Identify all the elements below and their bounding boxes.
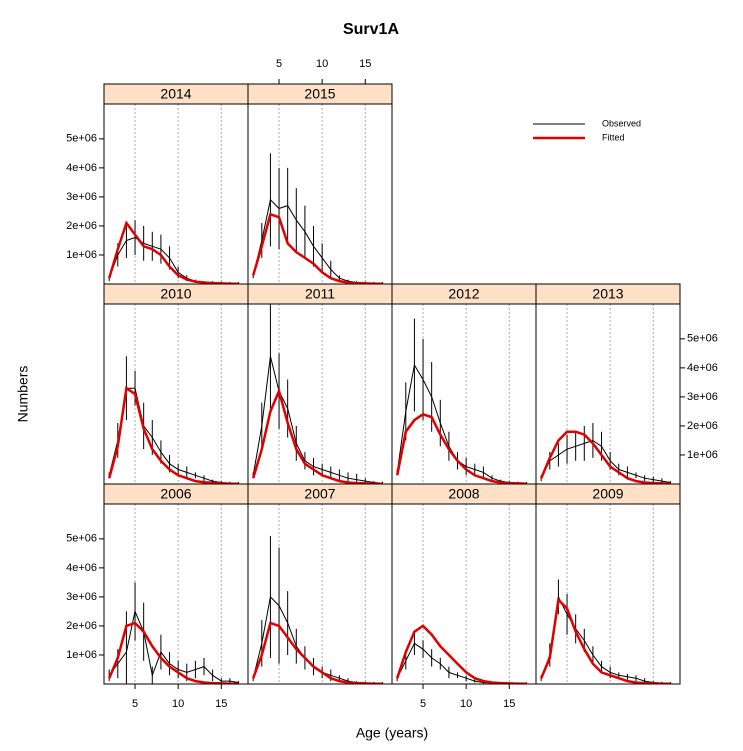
fitted-line [108, 220, 239, 284]
panel-title: 2008 [448, 486, 479, 502]
fitted-line [540, 430, 671, 484]
panel-title: 2012 [448, 286, 479, 302]
y-tick-label: 3e+06 [66, 591, 97, 603]
x-tick-label: 5 [420, 698, 426, 710]
panel [396, 504, 528, 684]
y-tick-label: 1e+06 [66, 649, 97, 661]
observed-line [540, 439, 671, 483]
y-tick-label: 3e+06 [66, 191, 97, 203]
panel-border [247, 503, 393, 685]
panel [252, 104, 384, 284]
panel-border [247, 103, 393, 285]
panel [107, 304, 240, 484]
y-tick-label: 1e+06 [66, 249, 97, 261]
panel [540, 304, 672, 484]
y-tick-label: 5e+06 [66, 533, 97, 545]
panel-border [391, 503, 537, 685]
panel-border [535, 503, 681, 685]
y-tick-label: 2e+06 [687, 420, 718, 432]
chart-title: Surv1A [343, 21, 399, 38]
x-tick-label: 5 [276, 58, 282, 70]
fitted-line [252, 621, 383, 684]
panel-title: 2013 [592, 286, 623, 302]
fitted-line [252, 212, 383, 284]
y-tick-label: 1e+06 [687, 449, 718, 461]
panel-border [391, 303, 537, 485]
y-tick-label: 2e+06 [66, 220, 97, 232]
panel-title: 2010 [160, 286, 191, 302]
y-tick-label: 4e+06 [66, 562, 97, 574]
x-tick-label: 15 [359, 58, 371, 70]
panel [252, 304, 384, 484]
legend-label: Fitted [602, 132, 625, 142]
fitted-line [108, 621, 239, 684]
fitted-line [396, 624, 527, 684]
x-tick-label: 15 [215, 698, 227, 710]
y-tick-label: 4e+06 [687, 362, 718, 374]
fitted-line [395, 412, 527, 484]
fitted-line [252, 387, 383, 484]
panel-title: 2006 [160, 486, 191, 502]
panel-border [103, 503, 249, 685]
observed-line [108, 236, 239, 284]
panel-title: 2009 [592, 486, 623, 502]
observed-line [252, 356, 383, 484]
legend-label: Observed [602, 118, 641, 128]
y-tick-label: 5e+06 [66, 133, 97, 145]
y-tick-label: 4e+06 [66, 162, 97, 174]
x-tick-label: 5 [132, 698, 138, 710]
y-tick-label: 5e+06 [687, 333, 718, 345]
x-tick-label: 10 [316, 58, 328, 70]
x-tick-label: 10 [460, 698, 472, 710]
y-axis-label: Numbers [15, 366, 31, 423]
panel [540, 504, 672, 684]
panel-title: 2015 [304, 86, 335, 102]
observed-line [108, 387, 239, 484]
x-tick-label: 15 [503, 698, 515, 710]
panel [108, 104, 240, 284]
observed-line [396, 642, 527, 684]
panel [108, 504, 240, 684]
panel-border [247, 303, 393, 485]
y-tick-label: 2e+06 [66, 620, 97, 632]
y-tick-label: 3e+06 [687, 391, 718, 403]
panel [252, 504, 384, 684]
fitted-line [540, 597, 671, 684]
panel-title: 2007 [304, 486, 335, 502]
panel-title: 2011 [305, 286, 335, 302]
x-tick-label: 10 [172, 698, 184, 710]
observed-line [540, 595, 671, 684]
panel-border [103, 103, 249, 285]
observed-line [108, 609, 239, 683]
fitted-line [107, 386, 239, 484]
x-axis-label: Age (years) [356, 725, 428, 741]
observed-line [252, 198, 383, 284]
panel [395, 304, 528, 484]
panel-title: 2014 [160, 86, 191, 102]
